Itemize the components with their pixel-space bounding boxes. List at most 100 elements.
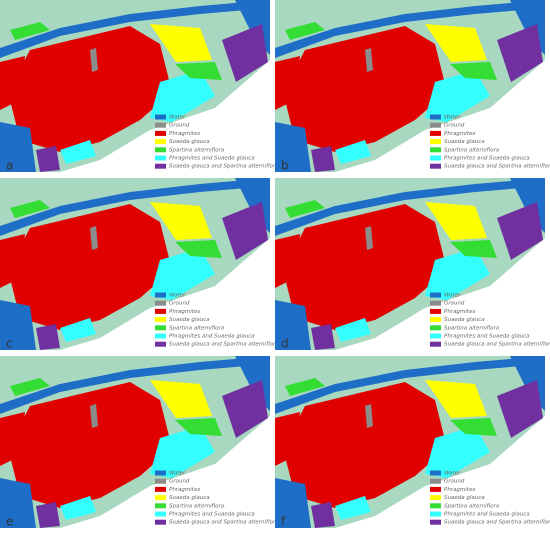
legend-label: Suaeda glauca xyxy=(444,495,485,501)
legend-swatch xyxy=(430,341,441,347)
panel-label: f xyxy=(281,515,286,529)
legend-swatch xyxy=(430,147,441,153)
classification-map xyxy=(275,178,545,350)
classification-map xyxy=(0,178,270,350)
legend-label: Water xyxy=(169,115,186,121)
legend-swatch xyxy=(430,300,441,306)
legend-label: Water xyxy=(169,471,186,477)
legend-swatch xyxy=(430,292,441,298)
legend-swatch xyxy=(155,163,166,169)
legend-label: Spartina alterniflora xyxy=(444,147,500,153)
legend-swatch xyxy=(155,333,166,339)
legend-swatch xyxy=(430,325,441,331)
legend-swatch xyxy=(155,308,166,314)
legend-swatch xyxy=(155,503,166,509)
panel-label: c xyxy=(6,337,13,351)
legend-swatch xyxy=(155,122,166,128)
legend-label: Ground xyxy=(444,123,465,129)
legend-label: Phragmites xyxy=(444,487,475,493)
legend-swatch xyxy=(155,114,166,120)
legend-swatch xyxy=(155,478,166,484)
legend-swatch xyxy=(430,122,441,128)
classification-map xyxy=(275,0,545,172)
legend-swatch xyxy=(155,486,166,492)
legend-label: Spartina alterniflora xyxy=(444,503,500,509)
legend-label: Suaeda glauca and Spartina alterniflora xyxy=(444,520,550,526)
legend-label: Suaeda glauca and Spartina alterniflora xyxy=(169,342,279,348)
legend-swatch xyxy=(430,503,441,509)
panel-label: b xyxy=(281,159,289,173)
panel-label: d xyxy=(281,337,289,351)
legend-swatch xyxy=(155,139,166,145)
legend-label: Ground xyxy=(444,479,465,485)
legend-label: Spartina alterniflora xyxy=(444,325,500,331)
legend-label: Ground xyxy=(169,479,190,485)
legend-label: Suaeda glauca xyxy=(444,317,485,323)
legend-swatch xyxy=(155,292,166,298)
legend-label: Water xyxy=(444,471,461,477)
legend-swatch xyxy=(430,519,441,525)
legend-label: Phragmites and Suaeda glauca xyxy=(444,512,530,518)
legend-label: Phragmites and Suaeda glauca xyxy=(169,512,255,518)
legend-swatch xyxy=(430,163,441,169)
legend-label: Suaeda glauca xyxy=(169,495,210,501)
legend-swatch xyxy=(430,130,441,136)
legend-label: Water xyxy=(444,115,461,121)
legend-swatch xyxy=(155,470,166,476)
legend-swatch xyxy=(430,478,441,484)
legend-label: Ground xyxy=(444,301,465,307)
legend-swatch xyxy=(430,155,441,161)
legend-swatch xyxy=(430,308,441,314)
legend-label: Phragmites and Suaeda glauca xyxy=(169,334,255,340)
legend-label: Phragmites and Suaeda glauca xyxy=(444,334,530,340)
legend-swatch xyxy=(430,495,441,501)
legend-label: Suaeda glauca and Spartina alterniflora xyxy=(169,164,279,170)
legend-label: Phragmites xyxy=(444,131,475,137)
legend-label: Suaeda glauca xyxy=(169,317,210,323)
legend-label: Ground xyxy=(169,123,190,129)
legend-label: Suaeda glauca and Spartina alterniflora xyxy=(169,520,279,526)
legend-swatch xyxy=(430,511,441,517)
legend-swatch xyxy=(155,300,166,306)
legend-swatch xyxy=(155,130,166,136)
panel: e Water Ground Phragmites Suaeda glauca Spart… xyxy=(0,356,279,529)
legend-label: Phragmites and Suaeda glauca xyxy=(169,156,255,162)
legend-label: Suaeda glauca and Spartina alterniflora xyxy=(444,164,550,170)
panel: f Water Ground Phragmites Suaeda glauca Spart… xyxy=(275,356,550,529)
panel-label: e xyxy=(6,515,13,529)
legend-label: Spartina alterniflora xyxy=(169,503,225,509)
panel: d Water Ground Phragmites Suaeda glauca Spart… xyxy=(275,178,550,351)
legend-swatch xyxy=(155,155,166,161)
legend-label: Phragmites xyxy=(444,309,475,315)
panel: a Water Ground Phragmites Suaeda glauca Spart… xyxy=(0,0,279,173)
legend-label: Water xyxy=(444,293,461,299)
legend-swatch xyxy=(430,114,441,120)
panel: b Water Ground Phragmites Suaeda glauca Spart… xyxy=(275,0,550,173)
legend-swatch xyxy=(155,519,166,525)
legend-swatch xyxy=(430,333,441,339)
legend-swatch xyxy=(155,147,166,153)
legend-label: Phragmites xyxy=(169,487,200,493)
classification-map xyxy=(0,0,270,172)
panel-label: a xyxy=(6,159,13,173)
legend-swatch xyxy=(430,139,441,145)
legend-label: Ground xyxy=(169,301,190,307)
legend-swatch xyxy=(155,511,166,517)
panel: c Water Ground Phragmites Suaeda glauca Spart… xyxy=(0,178,279,351)
classification-map xyxy=(0,356,270,528)
legend-swatch xyxy=(155,495,166,501)
legend-label: Suaeda glauca and Spartina alterniflora xyxy=(444,342,550,348)
legend-label: Spartina alterniflora xyxy=(169,147,225,153)
legend-label: Suaeda glauca xyxy=(169,139,210,145)
legend-label: Water xyxy=(169,293,186,299)
classification-map xyxy=(275,356,545,528)
legend-label: Spartina alterniflora xyxy=(169,325,225,331)
legend-swatch xyxy=(155,317,166,323)
legend-label: Phragmites and Suaeda glauca xyxy=(444,156,530,162)
legend-label: Suaeda glauca xyxy=(444,139,485,145)
legend-swatch xyxy=(155,325,166,331)
legend-swatch xyxy=(155,341,166,347)
legend-label: Phragmites xyxy=(169,131,200,137)
legend-swatch xyxy=(430,317,441,323)
